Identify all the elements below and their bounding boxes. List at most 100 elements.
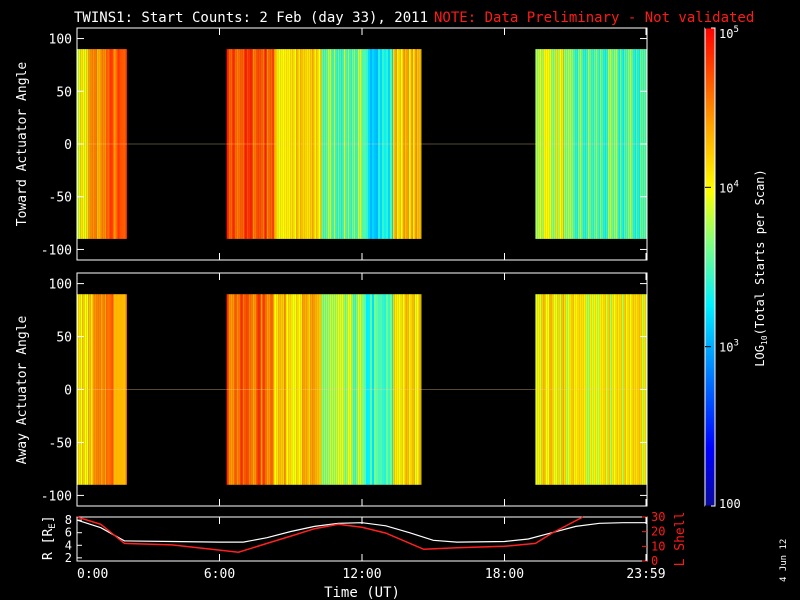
heatmap-cell <box>635 49 638 239</box>
heatmap-cell <box>400 49 403 239</box>
heatmap-cell <box>380 49 382 239</box>
y-tick-label: -50 <box>49 436 72 451</box>
heatmap-cell <box>364 294 366 485</box>
heatmap-cell <box>394 49 397 239</box>
heatmap-cell <box>278 49 281 239</box>
heatmap-cell <box>621 294 624 485</box>
heatmap-cell <box>605 294 608 485</box>
heatmap-cell <box>335 294 338 485</box>
heatmap-cell <box>347 49 350 239</box>
heatmap-cell <box>581 294 584 485</box>
heatmap-cell <box>341 49 344 239</box>
heatmap-cell <box>648 49 650 239</box>
date-stamp: 4 Jun 12 <box>779 539 789 582</box>
heatmap-cell <box>92 294 95 485</box>
heatmap-cell <box>539 49 542 239</box>
heatmap-cell <box>335 49 338 239</box>
heatmap-cell <box>357 294 360 485</box>
heatmap-cell <box>296 294 299 485</box>
colorbar-tick-label: 104 <box>719 179 739 195</box>
heatmap-cell <box>384 49 386 239</box>
heatmap-cell <box>583 49 586 239</box>
colorbar-tick-label: 103 <box>719 339 739 355</box>
heatmap-cell <box>248 49 251 239</box>
heatmap-cell <box>368 49 370 239</box>
heatmap-cell <box>270 294 273 485</box>
heatmap-cell <box>543 49 546 239</box>
heatmap-cell <box>416 294 419 485</box>
heatmap-cell <box>234 294 237 485</box>
r-tick-label: 2 <box>65 551 72 565</box>
heatmap-cell <box>266 294 269 485</box>
heatmap-cell <box>312 49 315 239</box>
heatmap-cell <box>266 49 269 239</box>
heatmap-cell <box>593 294 596 485</box>
heatmap-cell <box>92 49 95 239</box>
heatmap-cell <box>549 49 552 239</box>
heatmap-cell <box>125 294 127 485</box>
heatmap-cell <box>325 294 328 485</box>
heatmap-cell <box>388 294 390 485</box>
heatmap-cell <box>331 294 334 485</box>
heatmap-cell <box>88 294 91 485</box>
heatmap-cell <box>337 49 340 239</box>
heatmap-cell <box>276 294 279 485</box>
heatmap-cell <box>565 294 568 485</box>
heatmap-cell <box>105 294 108 485</box>
r-axis-label: R [RE] <box>41 515 58 560</box>
heatmap-cell <box>583 294 586 485</box>
heatmap-cell <box>339 294 342 485</box>
heatmap-cell <box>325 49 328 239</box>
heatmap-cell <box>595 49 598 239</box>
heatmap-cell <box>232 49 235 239</box>
heatmap-cell <box>412 294 415 485</box>
heatmap-cell <box>316 49 319 239</box>
heatmap-cell <box>232 294 235 485</box>
heatmap-cell <box>98 49 101 239</box>
preliminary-note: NOTE: Data Preliminary - Not validated <box>434 10 754 26</box>
heatmap-cell <box>357 49 360 239</box>
heatmap-cell <box>603 49 606 239</box>
heatmap-cell <box>545 294 548 485</box>
heatmap-cell <box>382 294 384 485</box>
heatmap-cell <box>601 294 604 485</box>
heatmap-cell <box>597 294 600 485</box>
r-distance-line <box>76 519 647 543</box>
heatmap-cell <box>541 294 544 485</box>
heatmap-cell <box>234 49 237 239</box>
heatmap-cell <box>345 49 348 239</box>
toward-x-ticks <box>76 28 647 260</box>
heatmap-cell <box>579 294 582 485</box>
heatmap-cell <box>333 294 336 485</box>
heatmap-cell <box>333 49 336 239</box>
away-y-axis-label: Away Actuator Angle <box>15 315 30 464</box>
heatmap-cell <box>86 294 89 485</box>
heatmap-cell <box>331 49 334 239</box>
heatmap-cell <box>384 294 386 485</box>
heatmap-cell <box>573 294 576 485</box>
heatmap-cell <box>90 294 93 485</box>
heatmap-cell <box>109 49 112 239</box>
heatmap-cell <box>119 294 122 485</box>
heatmap-cell <box>252 49 255 239</box>
heatmap-cell <box>547 294 550 485</box>
heatmap-cell <box>621 49 624 239</box>
heatmap-cell <box>123 49 126 239</box>
y-tick-label: -100 <box>41 489 72 504</box>
time-axis-label: Time (UT) <box>324 585 400 600</box>
heatmap-cell <box>121 49 124 239</box>
heatmap-cell <box>290 49 293 239</box>
heatmap-cell <box>627 294 630 485</box>
heatmap-cell <box>282 294 285 485</box>
heatmap-cell <box>625 294 628 485</box>
heatmap-cell <box>569 294 572 485</box>
heatmap-cell <box>648 294 650 485</box>
heatmap-cell <box>306 294 309 485</box>
heatmap-cell <box>376 49 378 239</box>
heatmap-cell <box>555 294 558 485</box>
colorbar-ticks: 105 104 103 100 <box>705 25 741 511</box>
heatmap-cell <box>593 49 596 239</box>
heatmap-cell <box>629 49 632 239</box>
heatmap-cell <box>264 49 267 239</box>
